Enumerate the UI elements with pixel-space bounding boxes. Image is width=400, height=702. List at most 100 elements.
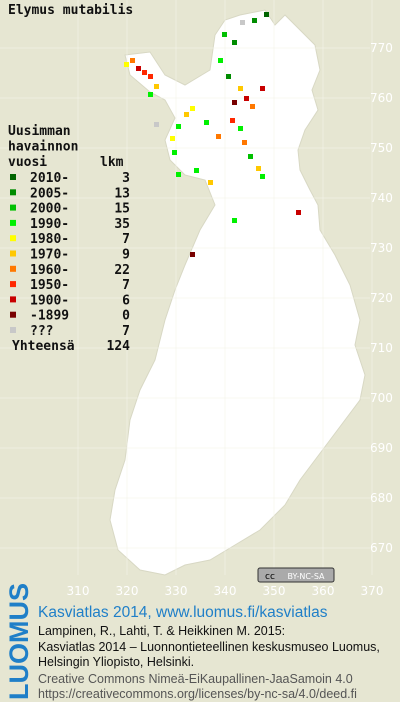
legend-swatch	[10, 281, 16, 288]
x-grid-label: 370	[361, 584, 384, 598]
license-badge: cc BY-NC-SA	[257, 567, 335, 583]
x-grid-label: 320	[116, 584, 139, 598]
x-grid-label: 360	[312, 584, 335, 598]
legend-count: 7	[122, 278, 130, 293]
obs	[242, 140, 247, 145]
legend-count: 9	[122, 248, 130, 263]
obs	[208, 180, 213, 185]
obs	[232, 100, 237, 105]
obs	[190, 106, 195, 111]
obs	[154, 122, 159, 127]
legend-heading: havainnon	[8, 140, 78, 155]
obs	[204, 120, 209, 125]
legend-count: 35	[114, 217, 130, 232]
legend-heading: Uusimman	[8, 124, 71, 139]
obs	[232, 40, 237, 45]
legend-swatch	[10, 219, 16, 226]
legend-label: 1900-	[30, 293, 69, 308]
x-grid-label: 340	[214, 584, 237, 598]
total-count: 124	[107, 339, 131, 354]
legend-label: 2005-	[30, 186, 69, 201]
obs	[190, 252, 195, 257]
legend-swatch	[10, 189, 16, 196]
y-grid-label: 690	[370, 441, 393, 455]
obs	[260, 174, 265, 179]
y-grid-label: 700	[370, 391, 393, 405]
obs	[184, 112, 189, 117]
obs	[252, 18, 257, 23]
legend-label: 1950-	[30, 278, 69, 293]
legend-swatch	[10, 235, 16, 242]
x-grid-label: 310	[67, 584, 90, 598]
obs	[222, 32, 227, 37]
legend-count: 7	[122, 232, 130, 247]
legend-count: 15	[114, 202, 130, 217]
legend-swatch	[10, 327, 16, 333]
legend-count: 0	[122, 309, 130, 324]
legend-count: 7	[122, 324, 130, 339]
obs	[264, 12, 269, 17]
legend-swatch	[10, 311, 16, 318]
legend-count: 22	[114, 263, 130, 278]
license-line: Creative Commons Nimeä-EiKaupallinen-Jaa…	[38, 672, 353, 686]
y-grid-label: 770	[370, 41, 393, 55]
y-grid-label: 710	[370, 341, 393, 355]
obs	[172, 150, 177, 155]
obs	[170, 136, 175, 141]
obs	[256, 166, 261, 171]
x-grid-label: 350	[263, 584, 286, 598]
legend-swatch	[10, 250, 16, 257]
obs	[226, 74, 231, 79]
obs	[238, 126, 243, 131]
badge-cc: cc	[265, 572, 275, 582]
legend-label: 1980-	[30, 232, 69, 247]
obs	[136, 66, 141, 71]
obs	[176, 124, 181, 129]
y-grid-label: 720	[370, 291, 393, 305]
legend-label: 1970-	[30, 248, 69, 263]
obs	[124, 62, 129, 67]
legend-count: 13	[114, 186, 130, 201]
citation-line: Helsingin Yliopisto, Helsinki.	[38, 655, 194, 669]
obs	[142, 70, 147, 75]
legend-label: 2010-	[30, 171, 69, 186]
obs	[194, 168, 199, 173]
logo: LUOMUS	[4, 583, 34, 700]
obs	[154, 84, 159, 89]
legend-count: 6	[122, 293, 130, 308]
badge-frame	[257, 567, 335, 583]
obs	[130, 58, 135, 63]
legend-label: 1990-	[30, 217, 69, 232]
badge-terms: BY-NC-SA	[287, 572, 325, 581]
obs	[238, 86, 243, 91]
observation-squares	[124, 12, 301, 257]
obs	[260, 86, 265, 91]
legend-swatch	[10, 296, 16, 303]
obs	[176, 172, 181, 177]
obs	[240, 20, 245, 25]
obs	[148, 74, 153, 79]
citation-line: Kasviatlas 2014 – Luonnontieteellinen ke…	[38, 640, 380, 654]
legend-swatch	[10, 265, 16, 272]
legend-label: 2000-	[30, 202, 69, 217]
legend-heading: vuosi	[8, 155, 47, 170]
obs	[216, 134, 221, 139]
obs	[230, 118, 235, 123]
obs	[250, 104, 255, 109]
legend-swatch	[10, 204, 16, 211]
grid: 310 320 330 340 350 360 3707707607507407307207…	[0, 0, 393, 598]
legend-count-heading: lkm	[100, 155, 124, 170]
obs	[248, 154, 253, 159]
y-grid-label: 680	[370, 491, 393, 505]
total-label: Yhteensä	[12, 339, 75, 354]
obs	[244, 96, 249, 101]
x-grid-label: 330	[165, 584, 188, 598]
y-grid-label: 740	[370, 191, 393, 205]
obs	[232, 218, 237, 223]
y-grid-label: 730	[370, 241, 393, 255]
citation-line: Lampinen, R., Lahti, T. & Heikkinen M. 2…	[38, 624, 285, 638]
legend-swatch	[10, 174, 16, 180]
legend-label: 1960-	[30, 263, 69, 278]
